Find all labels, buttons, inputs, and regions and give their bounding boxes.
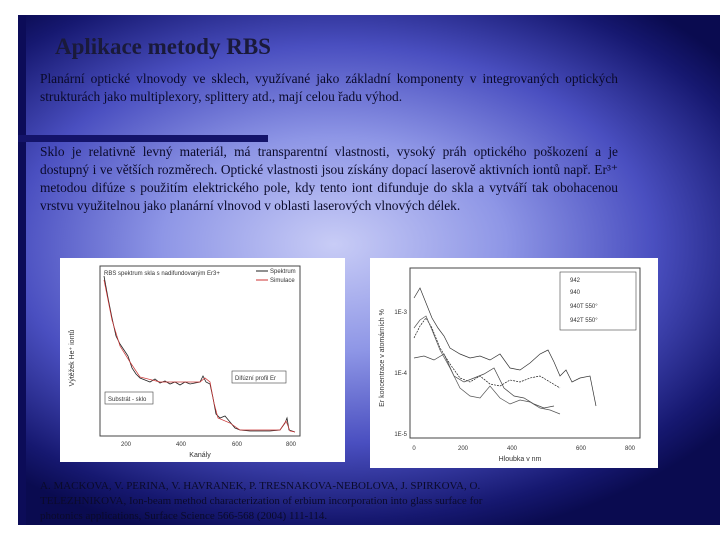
paragraph: Planární optické vlnovody ve sklech, vyu… <box>40 71 618 104</box>
plot-frame <box>99 265 301 437</box>
slide-title: Aplikace metody RBS <box>55 34 271 59</box>
slide: Aplikace metody RBS Planární optické vln… <box>18 15 720 525</box>
x-tick-label: 800 <box>625 446 636 452</box>
annotation-box <box>231 370 287 384</box>
legend-label: 942 <box>570 278 581 284</box>
curve <box>103 279 296 433</box>
curve <box>413 287 597 407</box>
annotation-box <box>104 391 154 405</box>
x-axis-label: Kanály <box>189 452 211 459</box>
y-tick-label: 1E-3 <box>394 310 407 316</box>
y-tick-label: 1E-4 <box>394 371 407 377</box>
curve <box>413 353 555 409</box>
annotation: Difúzní profil Er <box>235 376 276 382</box>
figure-title: RBS spektrum skla s nadifundovaným Er3+ <box>104 271 220 277</box>
figure: 942 940 940T 550° 942T 550° 0 200 400 60… <box>370 258 658 468</box>
legend-label: Simulace <box>270 278 295 284</box>
x-tick-label: 0 <box>412 446 416 452</box>
legend-label: Spektrum <box>270 269 296 275</box>
y-tick-label: 1E-5 <box>394 432 407 438</box>
x-tick-label: 400 <box>507 446 518 452</box>
paragraph: Sklo je relativně levný materiál, má tra… <box>40 144 618 213</box>
curve <box>413 317 561 389</box>
x-axis-label: Hloubka v nm <box>499 456 542 463</box>
plot-frame <box>409 267 641 439</box>
x-tick-label: 600 <box>232 442 243 448</box>
curve <box>413 315 561 415</box>
decor-strip <box>18 15 26 525</box>
curve <box>103 275 296 433</box>
y-axis-label: Er koncentrace v atomárních % <box>379 309 386 407</box>
y-axis-label: Výtěžek He⁺ iontů <box>68 330 76 387</box>
x-tick-label: 600 <box>576 446 587 452</box>
annotation: Substrát - sklo <box>108 397 147 403</box>
x-tick-label: 800 <box>286 442 297 448</box>
x-tick-label: 200 <box>458 446 469 452</box>
x-tick-label: 200 <box>121 442 132 448</box>
figure: RBS spektrum skla s nadifundovaným Er3+ … <box>60 258 345 462</box>
reference: A. MACKOVA, V. PERINA, V. HAVRANEK, P. T… <box>40 480 483 522</box>
legend-label: 942T 550° <box>570 318 598 324</box>
legend-label: 940T 550° <box>570 304 598 310</box>
decor-bar <box>18 135 268 142</box>
figure-graphic: RBS spektrum skla s nadifundovaným Er3+ … <box>68 265 301 459</box>
x-tick-label: 400 <box>176 442 187 448</box>
legend-label: 940 <box>570 290 581 296</box>
legend-box <box>559 271 637 331</box>
figure-graphic: 942 940 940T 550° 942T 550° 0 200 400 60… <box>379 267 641 463</box>
